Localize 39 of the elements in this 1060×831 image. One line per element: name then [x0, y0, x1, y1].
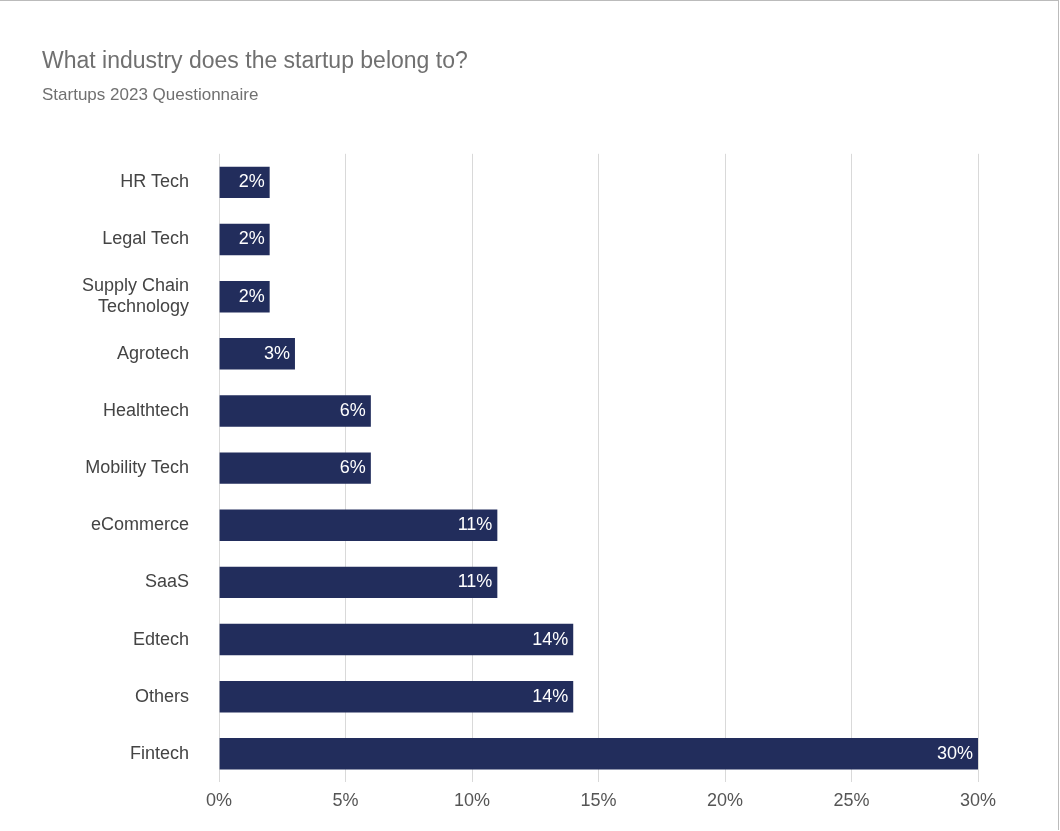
y-tick-label: Legal Tech: [102, 228, 190, 249]
bar: [219, 452, 371, 484]
data-label: 6%: [339, 399, 366, 420]
y-tick-label: Supply Chain Technology: [81, 274, 190, 317]
bar: [219, 509, 498, 541]
data-label: 11%: [457, 571, 493, 592]
data-label: 30%: [936, 742, 973, 763]
bar: [219, 395, 371, 427]
bar: [219, 338, 295, 370]
data-label: 6%: [339, 457, 366, 478]
y-tick-label: Others: [135, 685, 190, 706]
chart-title: What industry does the startup belong to?: [42, 47, 468, 74]
y-tick-label: Mobility Tech: [85, 457, 190, 478]
y-tick-label: Agrotech: [117, 342, 190, 363]
bar: [219, 566, 498, 599]
x-tick-label: 10%: [454, 790, 491, 811]
x-tick-label: 25%: [833, 790, 870, 811]
x-tick-label: 20%: [707, 790, 744, 811]
data-label: 2%: [238, 285, 265, 306]
data-label: 2%: [238, 228, 265, 249]
chart-subtitle: Startups 2023 Questionnaire: [42, 85, 259, 105]
y-tick-label: Healthtech: [103, 399, 190, 420]
data-label: 2%: [238, 171, 265, 192]
bar: [219, 680, 574, 713]
data-label: 14%: [532, 685, 569, 706]
bar: [219, 623, 574, 656]
x-tick-label: 5%: [332, 790, 359, 811]
data-label: 3%: [263, 342, 290, 363]
y-tick-label: HR Tech: [120, 171, 190, 192]
data-label: 14%: [532, 628, 569, 649]
bar: [219, 738, 978, 770]
y-tick-label: eCommerce: [91, 514, 190, 535]
y-tick-label: SaaS: [145, 571, 190, 592]
x-tick-label: 0%: [206, 790, 233, 811]
data-label: 11%: [457, 514, 493, 535]
x-tick-label: 30%: [959, 790, 997, 811]
y-tick-label: Edtech: [133, 628, 190, 649]
y-tick-label: Fintech: [130, 742, 190, 763]
x-tick-label: 15%: [580, 790, 617, 811]
